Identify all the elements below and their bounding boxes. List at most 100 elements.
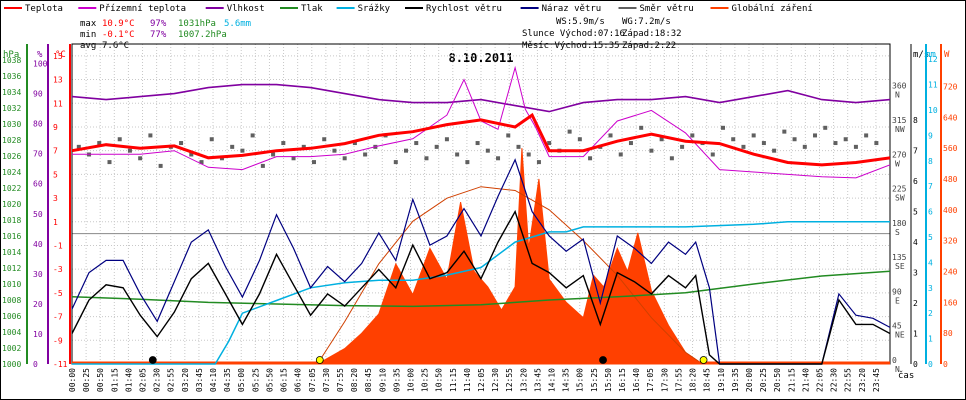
x-tick-51: 21:15 bbox=[787, 368, 796, 392]
x-tick-21: 08:45 bbox=[364, 368, 373, 392]
wind-direction-point bbox=[291, 156, 296, 161]
mm-tick-7: 5 bbox=[928, 233, 933, 242]
rad-tick-5: 320 bbox=[943, 237, 958, 246]
x-tick-54: 22:30 bbox=[830, 368, 839, 392]
wind-direction-point bbox=[802, 144, 807, 149]
mm-tick-2: 10 bbox=[928, 106, 938, 115]
wind-direction-point bbox=[404, 148, 409, 153]
x-tick-10: 04:10 bbox=[209, 368, 218, 392]
wind-direction-point bbox=[833, 141, 838, 146]
x-tick-20: 08:20 bbox=[350, 368, 359, 392]
hpa-tick-6: 1026 bbox=[2, 152, 21, 161]
x-tick-1: 00:25 bbox=[82, 368, 91, 392]
hum-tick-0: 100 bbox=[33, 60, 48, 69]
hum-tick-9: 10 bbox=[33, 330, 43, 339]
x-tick-49: 20:25 bbox=[759, 368, 768, 392]
wind-direction-point bbox=[414, 141, 419, 146]
mm-tick-12: 0 bbox=[928, 360, 933, 369]
hum-tick-3: 70 bbox=[33, 150, 43, 159]
wind-direction-point bbox=[138, 156, 143, 161]
temp-tick-13: -11 bbox=[53, 360, 68, 369]
x-tick-30: 12:30 bbox=[491, 368, 500, 392]
wind-direction-point bbox=[608, 133, 613, 138]
wind-direction-point bbox=[485, 148, 490, 153]
x-tick-31: 12:55 bbox=[505, 368, 514, 392]
x-tick-33: 13:45 bbox=[533, 368, 542, 392]
chart-title: 8.10.2011 bbox=[448, 51, 513, 65]
stat-max-press: 1031hPa bbox=[178, 19, 216, 29]
series-humidity bbox=[71, 83, 891, 113]
marker-moonrise bbox=[599, 356, 607, 364]
stat-min-temp: -0.1°C bbox=[102, 30, 135, 40]
dir-tick-8: 0 bbox=[892, 356, 897, 365]
hpa-tick-15: 1008 bbox=[2, 296, 21, 305]
x-tick-12: 05:00 bbox=[237, 368, 246, 392]
dir-tick-7: 45 bbox=[892, 322, 902, 331]
mm-tick-11: 1 bbox=[928, 335, 933, 344]
hpa-tick-0: 1038 bbox=[2, 56, 21, 65]
x-tick-14: 05:50 bbox=[265, 368, 274, 392]
x-tick-44: 18:20 bbox=[689, 368, 698, 392]
wind-direction-point bbox=[465, 160, 470, 165]
wind-direction-point bbox=[761, 141, 766, 146]
wind-direction-point bbox=[209, 137, 214, 142]
hpa-tick-10: 1018 bbox=[2, 216, 21, 225]
x-axis-title: čas bbox=[898, 370, 914, 381]
wind-direction-point bbox=[352, 141, 357, 146]
axis-mm-title: mm bbox=[925, 50, 936, 60]
legend-label-8: Globální záření bbox=[732, 4, 813, 14]
wind-direction-point bbox=[97, 141, 102, 146]
mm-tick-1: 11 bbox=[928, 81, 938, 90]
dir-tick-1: 315 bbox=[892, 116, 907, 125]
stat-sun-set: Západ:18:32 bbox=[622, 29, 682, 39]
wind-direction-point bbox=[148, 133, 153, 138]
stat-moon: Měsíc Východ:15:35 bbox=[522, 41, 620, 51]
hpa-tick-12: 1014 bbox=[2, 248, 21, 257]
x-tick-29: 12:05 bbox=[477, 368, 486, 392]
wind-direction-point bbox=[669, 156, 674, 161]
ms-tick-8: 0 bbox=[913, 360, 918, 369]
wind-direction-point bbox=[107, 160, 112, 165]
dir-tick-label-0: N bbox=[895, 91, 900, 100]
x-tick-3: 01:15 bbox=[110, 368, 119, 392]
wind-direction-point bbox=[342, 156, 347, 161]
hum-tick-4: 60 bbox=[33, 180, 43, 189]
wind-direction-point bbox=[281, 141, 286, 146]
x-tick-38: 15:50 bbox=[604, 368, 613, 392]
hpa-tick-3: 1032 bbox=[2, 104, 21, 113]
wind-direction-point bbox=[526, 152, 531, 157]
dir-tick-label-4: S bbox=[895, 228, 900, 237]
wind-direction-point bbox=[639, 125, 644, 130]
x-tick-11: 04:35 bbox=[223, 368, 232, 392]
series-rain bbox=[72, 221, 890, 365]
hum-tick-1: 90 bbox=[33, 90, 43, 99]
wind-direction-point bbox=[322, 137, 327, 142]
x-tick-17: 07:05 bbox=[308, 368, 317, 392]
x-tick-45: 18:45 bbox=[703, 368, 712, 392]
ms-tick-6: 2 bbox=[913, 299, 918, 308]
x-tick-37: 15:25 bbox=[590, 368, 599, 392]
marker-moonset bbox=[148, 356, 157, 364]
hum-tick-2: 80 bbox=[33, 120, 43, 129]
series-temperature bbox=[71, 112, 891, 167]
marker-sunset bbox=[699, 356, 708, 364]
stat-wg: WG:7.2m/s bbox=[622, 17, 671, 27]
x-tick-41: 17:05 bbox=[646, 368, 655, 392]
x-tick-24: 10:00 bbox=[406, 368, 415, 392]
x-tick-47: 19:35 bbox=[731, 368, 740, 392]
dir-tick-label-8: N bbox=[895, 365, 900, 374]
x-tick-22: 09:10 bbox=[378, 368, 387, 392]
hpa-tick-9: 1020 bbox=[2, 200, 21, 209]
axis-temp-title: °C bbox=[55, 50, 66, 60]
dir-tick-5: 135 bbox=[892, 253, 907, 262]
hpa-tick-18: 1002 bbox=[2, 344, 21, 353]
x-tick-26: 10:50 bbox=[435, 368, 444, 392]
wind-direction-point bbox=[680, 144, 685, 149]
wind-direction-point bbox=[189, 152, 194, 157]
x-tick-16: 06:40 bbox=[294, 368, 303, 392]
x-tick-48: 20:00 bbox=[745, 368, 754, 392]
x-tick-15: 06:15 bbox=[280, 368, 289, 392]
wind-direction-point bbox=[496, 156, 501, 161]
axis-rad-title: W bbox=[944, 50, 950, 60]
